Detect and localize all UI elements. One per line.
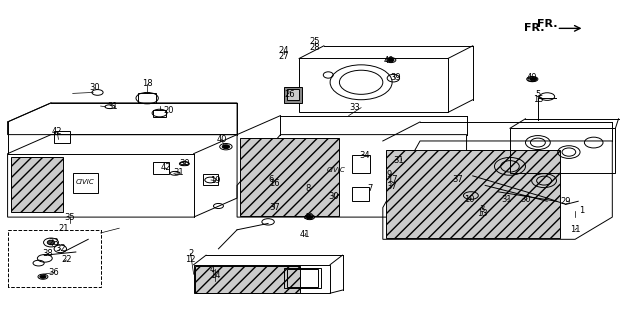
Text: 40: 40: [303, 212, 313, 222]
Text: 13: 13: [477, 209, 487, 219]
Text: 20: 20: [164, 106, 174, 115]
Text: 11: 11: [570, 225, 581, 234]
Bar: [287, 269, 318, 287]
Ellipse shape: [222, 145, 230, 148]
Text: 23: 23: [49, 238, 59, 247]
Bar: [240, 138, 340, 215]
Bar: [352, 155, 371, 173]
Text: 30: 30: [89, 83, 100, 92]
Text: 5: 5: [535, 91, 541, 100]
Text: 30: 30: [179, 159, 189, 168]
Bar: [138, 93, 156, 103]
Text: 12: 12: [185, 255, 196, 264]
Text: 25: 25: [310, 36, 320, 45]
Text: 4: 4: [209, 265, 215, 274]
Text: 1: 1: [579, 206, 584, 215]
Text: 40: 40: [384, 56, 394, 65]
Text: FR.: FR.: [523, 23, 544, 33]
Ellipse shape: [388, 59, 394, 62]
Ellipse shape: [530, 77, 536, 81]
Bar: [283, 268, 321, 288]
Text: 6: 6: [269, 174, 274, 184]
Text: 26: 26: [285, 91, 295, 100]
Text: 30: 30: [520, 195, 531, 204]
Text: 39: 39: [390, 73, 401, 82]
Text: 42: 42: [52, 127, 62, 136]
Text: 9: 9: [386, 170, 392, 179]
Text: 27: 27: [278, 52, 289, 61]
Text: 38: 38: [42, 249, 54, 258]
Text: CIVIC: CIVIC: [327, 166, 346, 172]
Text: 19: 19: [210, 176, 221, 185]
Text: 31: 31: [108, 101, 118, 111]
Text: 28: 28: [309, 43, 320, 52]
Text: 31: 31: [502, 195, 512, 204]
Text: 31: 31: [173, 168, 183, 177]
Text: 15: 15: [533, 95, 543, 104]
Text: 17: 17: [387, 174, 397, 184]
Bar: [203, 174, 219, 185]
Bar: [284, 87, 302, 103]
Text: 10: 10: [464, 195, 475, 204]
Text: FR.: FR.: [537, 19, 558, 28]
Bar: [386, 150, 559, 238]
Text: 2: 2: [188, 249, 193, 258]
Ellipse shape: [307, 215, 313, 219]
Text: 37: 37: [269, 203, 280, 212]
Text: 40: 40: [526, 73, 537, 82]
Bar: [195, 266, 300, 292]
Ellipse shape: [40, 275, 46, 278]
Text: 32: 32: [55, 244, 65, 253]
Bar: [54, 132, 70, 142]
Bar: [73, 173, 98, 193]
Bar: [352, 187, 369, 201]
Text: 37: 37: [387, 182, 397, 191]
Text: 24: 24: [278, 46, 289, 55]
Text: 40: 40: [216, 135, 227, 144]
Text: 21: 21: [58, 224, 69, 233]
Text: 3: 3: [479, 205, 485, 214]
Text: 29: 29: [561, 197, 571, 206]
Text: 42: 42: [161, 164, 171, 172]
Text: 34: 34: [359, 151, 369, 160]
Text: 30: 30: [328, 192, 338, 201]
Text: 16: 16: [269, 179, 280, 188]
Bar: [11, 157, 64, 212]
Text: 22: 22: [61, 255, 72, 264]
Text: 37: 37: [452, 174, 463, 184]
Text: 7: 7: [368, 184, 373, 193]
Text: 36: 36: [49, 268, 59, 277]
Bar: [153, 162, 169, 174]
Ellipse shape: [47, 240, 55, 245]
Text: 31: 31: [393, 156, 404, 164]
Text: 33: 33: [350, 103, 360, 112]
Bar: [287, 89, 299, 100]
Text: 41: 41: [300, 230, 310, 239]
Text: 18: 18: [142, 79, 153, 88]
Text: 14: 14: [210, 271, 221, 280]
Text: 35: 35: [64, 212, 75, 222]
Bar: [153, 110, 166, 116]
Text: CIVIC: CIVIC: [76, 179, 95, 185]
Text: 8: 8: [306, 184, 311, 193]
